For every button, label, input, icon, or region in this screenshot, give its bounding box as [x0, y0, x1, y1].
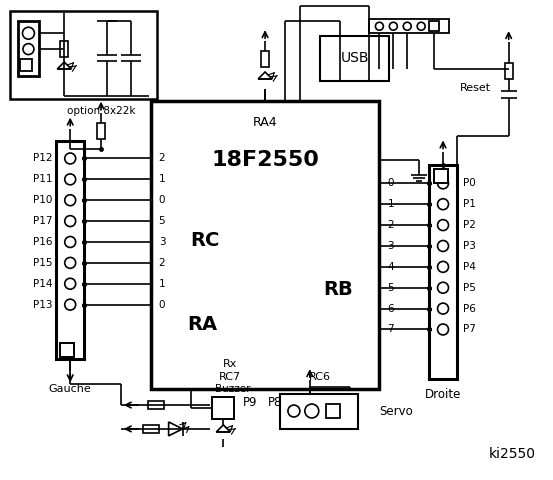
Text: P2: P2: [463, 220, 476, 230]
Circle shape: [23, 27, 34, 39]
Text: 1: 1: [159, 279, 165, 289]
Circle shape: [65, 174, 76, 185]
Text: P5: P5: [463, 283, 476, 293]
Text: P3: P3: [463, 241, 476, 251]
Text: 3: 3: [387, 241, 394, 251]
Text: P1: P1: [463, 199, 476, 209]
Text: 7: 7: [387, 324, 394, 335]
Text: P9: P9: [243, 396, 257, 408]
Circle shape: [375, 22, 383, 30]
Circle shape: [65, 195, 76, 206]
Circle shape: [23, 44, 34, 55]
Text: Servo: Servo: [379, 405, 413, 418]
Circle shape: [65, 153, 76, 164]
Text: P13: P13: [33, 300, 53, 310]
Text: P8: P8: [268, 396, 282, 408]
Bar: [60, 41, 68, 57]
Text: 2: 2: [159, 154, 165, 164]
Bar: [280, 394, 358, 429]
Text: Buzzer: Buzzer: [215, 384, 251, 394]
Circle shape: [437, 303, 448, 314]
Text: RB: RB: [323, 280, 352, 299]
Bar: [429, 166, 457, 379]
Circle shape: [65, 237, 76, 248]
Circle shape: [437, 220, 448, 230]
Bar: [151, 101, 379, 389]
Polygon shape: [258, 72, 272, 79]
Text: ki2550: ki2550: [489, 447, 536, 461]
Circle shape: [288, 405, 300, 417]
Bar: [9, 12, 156, 99]
Circle shape: [403, 22, 411, 30]
Bar: [434, 169, 448, 183]
Circle shape: [417, 22, 425, 30]
Bar: [212, 397, 234, 419]
Text: Gauche: Gauche: [49, 384, 92, 394]
Circle shape: [65, 257, 76, 268]
Circle shape: [305, 404, 319, 418]
Bar: [429, 21, 439, 31]
Text: 5: 5: [159, 216, 165, 226]
Circle shape: [437, 282, 448, 293]
Text: 2: 2: [159, 258, 165, 268]
Bar: [56, 141, 84, 360]
Text: P14: P14: [33, 279, 53, 289]
Polygon shape: [58, 62, 71, 69]
Bar: [148, 401, 164, 409]
Polygon shape: [169, 422, 182, 436]
Polygon shape: [216, 425, 230, 432]
Text: P0: P0: [463, 179, 476, 188]
Bar: [60, 343, 74, 357]
Text: 5: 5: [387, 283, 394, 293]
Text: 18F2550: 18F2550: [211, 150, 319, 170]
Bar: [143, 425, 159, 433]
Bar: [18, 21, 39, 76]
Bar: [505, 63, 513, 79]
Circle shape: [389, 22, 397, 30]
Text: 2: 2: [387, 220, 394, 230]
Text: Reset: Reset: [460, 83, 491, 93]
Bar: [369, 19, 449, 33]
Text: 0: 0: [159, 300, 165, 310]
Text: 1: 1: [159, 174, 165, 184]
Text: P12: P12: [33, 154, 53, 164]
Text: 1: 1: [387, 199, 394, 209]
Text: option 8x22k: option 8x22k: [67, 106, 135, 116]
Text: Droite: Droite: [425, 388, 461, 401]
Bar: [261, 51, 269, 67]
Circle shape: [437, 178, 448, 189]
Bar: [326, 404, 340, 418]
Text: 6: 6: [387, 304, 394, 313]
Text: P4: P4: [463, 262, 476, 272]
Text: 4: 4: [387, 262, 394, 272]
Text: P7: P7: [463, 324, 476, 335]
Text: USB: USB: [340, 51, 369, 65]
Text: 0: 0: [387, 179, 394, 188]
Text: P11: P11: [33, 174, 53, 184]
Bar: [320, 36, 389, 81]
Text: RA: RA: [187, 315, 217, 334]
Text: P15: P15: [33, 258, 53, 268]
Circle shape: [437, 324, 448, 335]
Text: P17: P17: [33, 216, 53, 226]
Circle shape: [437, 240, 448, 252]
Circle shape: [65, 216, 76, 227]
Circle shape: [437, 199, 448, 210]
Text: RC: RC: [191, 230, 220, 250]
Text: P10: P10: [33, 195, 53, 205]
Circle shape: [65, 278, 76, 289]
Circle shape: [437, 262, 448, 272]
Text: 0: 0: [159, 195, 165, 205]
Text: P6: P6: [463, 304, 476, 313]
Text: Rx: Rx: [223, 359, 237, 369]
Bar: [20, 59, 33, 71]
Text: RA4: RA4: [253, 116, 278, 129]
Bar: [97, 123, 105, 139]
Text: RC7: RC7: [219, 372, 241, 382]
Text: P16: P16: [33, 237, 53, 247]
Text: 3: 3: [159, 237, 165, 247]
Circle shape: [65, 299, 76, 310]
Text: RC6: RC6: [309, 372, 331, 382]
